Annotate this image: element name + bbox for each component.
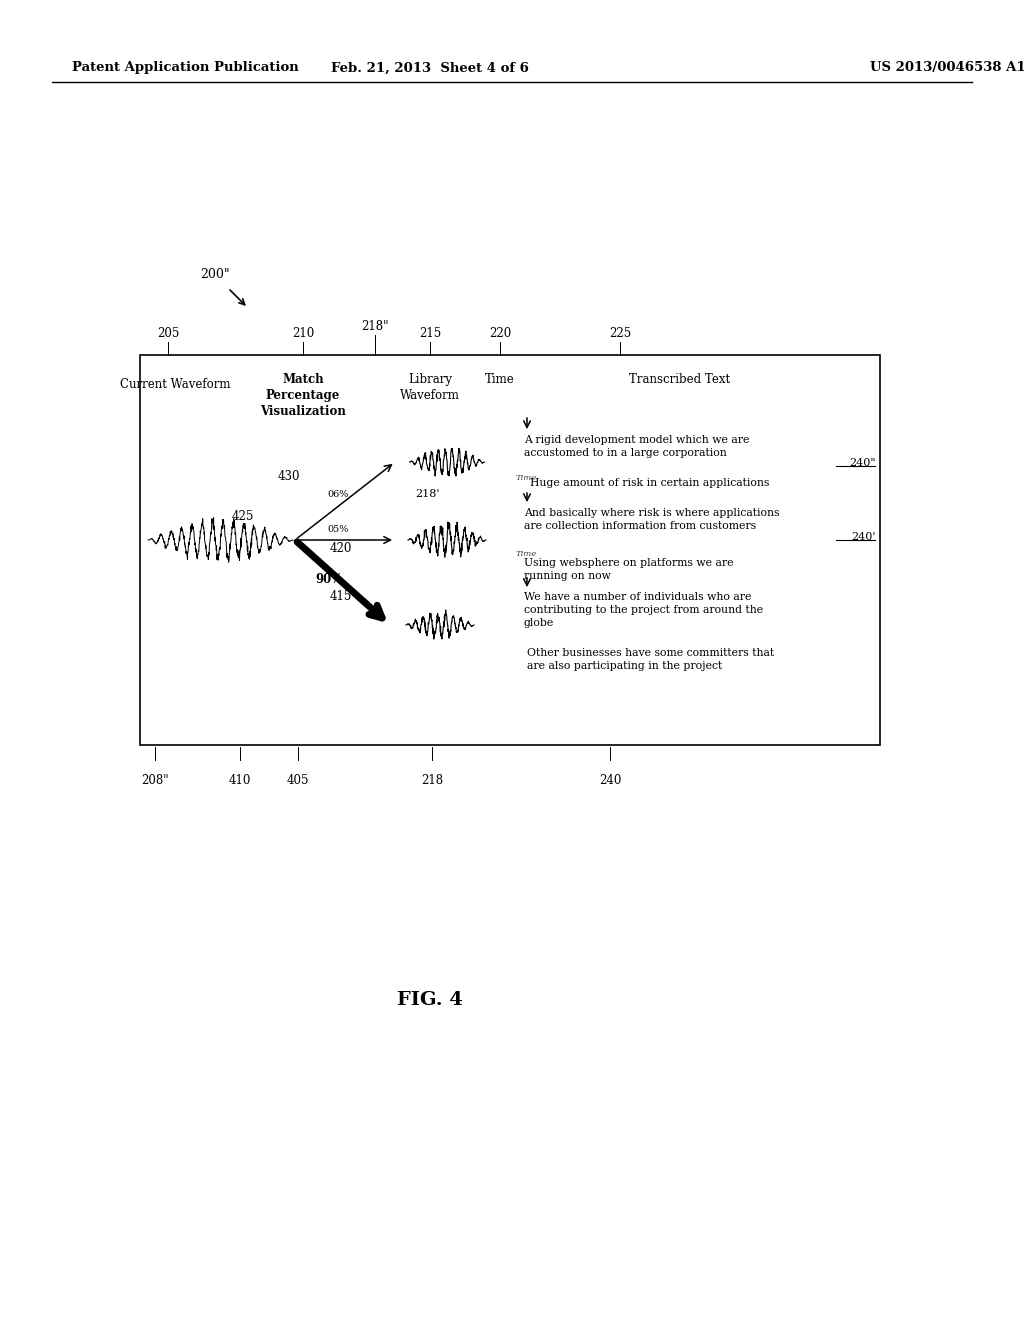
Text: Time: Time: [516, 550, 538, 558]
Text: 240: 240: [599, 774, 622, 787]
Text: 200": 200": [200, 268, 229, 281]
Text: 430: 430: [278, 470, 300, 483]
Bar: [140, 355, 880, 744]
Text: Other businesses have some committers that
are also participating in the project: Other businesses have some committers th…: [527, 648, 774, 671]
Text: 218: 218: [421, 774, 443, 787]
Text: Transcribed Text: Transcribed Text: [630, 374, 730, 385]
Text: 220: 220: [488, 327, 511, 341]
Text: 208": 208": [141, 774, 169, 787]
Text: 205: 205: [157, 327, 179, 341]
Text: We have a number of individuals who are
contributing to the project from around : We have a number of individuals who are …: [524, 591, 763, 627]
Text: 425: 425: [232, 510, 254, 523]
Text: 225: 225: [609, 327, 631, 341]
Text: 410: 410: [228, 774, 251, 787]
Text: And basically where risk is where applications
are collection information from c: And basically where risk is where applic…: [524, 508, 779, 531]
Text: Time: Time: [516, 474, 538, 482]
Text: 218': 218': [415, 488, 439, 499]
Text: A rigid development model which we are
accustomed to in a large corporation: A rigid development model which we are a…: [524, 436, 750, 458]
Text: US 2013/0046538 A1: US 2013/0046538 A1: [870, 62, 1024, 74]
Text: 240": 240": [849, 458, 876, 469]
Text: 420: 420: [330, 543, 352, 554]
Text: Match
Percentage
Visualization: Match Percentage Visualization: [260, 374, 346, 418]
Text: 240': 240': [852, 532, 876, 543]
Text: Patent Application Publication: Patent Application Publication: [72, 62, 299, 74]
Text: Library
Waveform: Library Waveform: [400, 374, 460, 403]
Text: Using websphere on platforms we are
running on now: Using websphere on platforms we are runn…: [524, 558, 733, 581]
Text: Current Waveform: Current Waveform: [120, 378, 230, 391]
Text: 405: 405: [287, 774, 309, 787]
Text: 210: 210: [292, 327, 314, 341]
Text: 415: 415: [330, 590, 352, 603]
Text: 90%: 90%: [315, 573, 342, 586]
Text: Huge amount of risk in certain applications: Huge amount of risk in certain applicati…: [530, 478, 769, 488]
Text: Time: Time: [485, 374, 515, 385]
Text: Feb. 21, 2013  Sheet 4 of 6: Feb. 21, 2013 Sheet 4 of 6: [331, 62, 529, 74]
Text: 215: 215: [419, 327, 441, 341]
Text: 06%: 06%: [327, 490, 348, 499]
Text: 218": 218": [361, 319, 389, 333]
Text: 05%: 05%: [327, 525, 348, 535]
Text: FIG. 4: FIG. 4: [397, 991, 463, 1008]
